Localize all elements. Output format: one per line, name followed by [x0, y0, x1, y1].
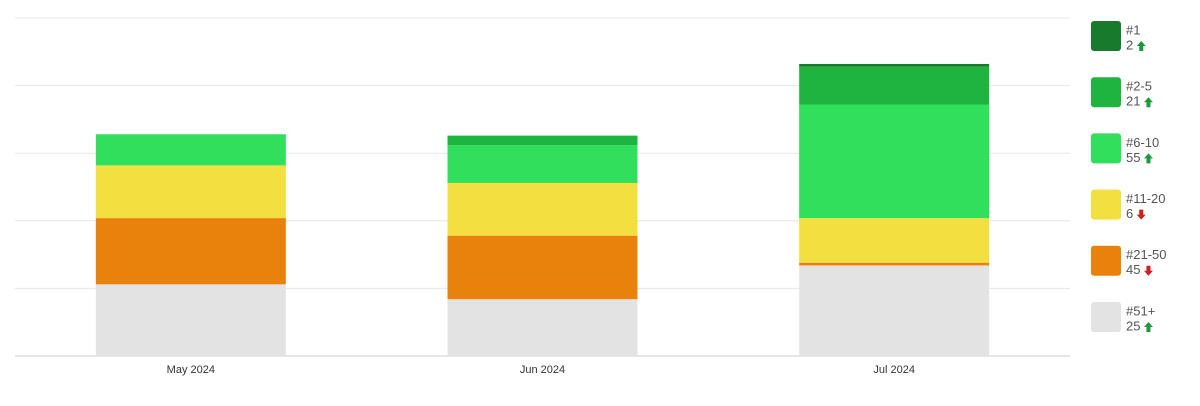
bar-segment [95, 284, 286, 356]
bar-segment [447, 135, 638, 146]
trend-arrow [1136, 209, 1146, 220]
trend-arrow [1143, 322, 1153, 332]
legend-change: 55 [1126, 150, 1140, 165]
bar-segment [95, 134, 286, 166]
bar-segment [799, 66, 990, 105]
trend-arrow [1143, 153, 1153, 164]
bar-segment [95, 218, 286, 285]
bar-segment [447, 299, 638, 356]
bar-segment [447, 235, 638, 300]
legend-swatch [1091, 133, 1121, 164]
legend-change: 25 [1126, 318, 1140, 333]
legend-change: 45 [1126, 262, 1140, 277]
trend-arrow [1136, 41, 1146, 51]
legend-change: 6 [1126, 206, 1133, 221]
legend-label: #1 [1126, 22, 1140, 37]
legend-swatch [1091, 77, 1121, 108]
legend-swatch [1091, 302, 1121, 332]
legend-label: #2-5 [1126, 79, 1152, 94]
bar-segment [447, 145, 638, 183]
x-tick-label: Jun 2024 [520, 364, 565, 376]
legend-label: #11-20 [1126, 191, 1166, 206]
bar-segment [799, 262, 990, 266]
legend-swatch [1091, 189, 1121, 220]
trend-arrow [1143, 97, 1153, 108]
bar-segment [799, 265, 990, 356]
bar-segment [447, 182, 638, 236]
x-tick-label: Jul 2024 [873, 364, 915, 376]
legend-label: #6-10 [1126, 135, 1159, 150]
bar-segment [799, 218, 990, 263]
legend-swatch [1091, 245, 1121, 276]
bar-segment [799, 104, 990, 219]
x-tick-label: May 2024 [167, 364, 215, 376]
trend-arrow [1143, 265, 1153, 276]
legend-label: #21-50 [1126, 247, 1166, 262]
legend-change: 21 [1126, 94, 1140, 109]
bar-segment [799, 63, 990, 67]
legend-label: #51+ [1126, 303, 1155, 318]
legend-change: 2 [1126, 37, 1133, 52]
bar-segment [95, 165, 286, 219]
legend-swatch [1091, 21, 1121, 51]
